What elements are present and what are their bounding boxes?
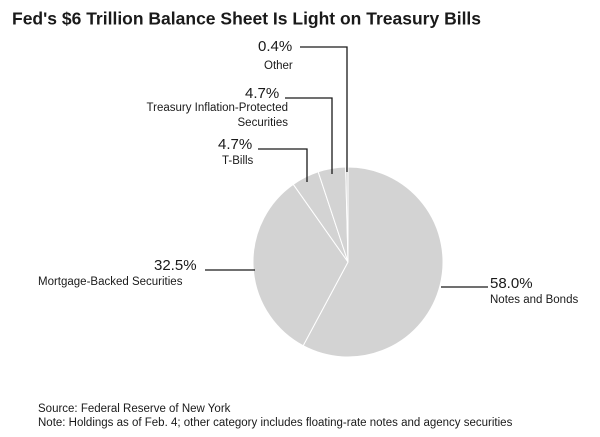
category-label: Notes and Bonds	[490, 294, 578, 306]
pie-slice	[302, 166, 444, 358]
value-label: 32.5%	[154, 257, 197, 274]
value-label: 58.0%	[490, 275, 533, 292]
source: Source: Federal Reserve of New York	[38, 403, 231, 415]
category-label: Other	[264, 60, 293, 72]
category-label: Treasury Inflation-Protected Securities	[146, 102, 288, 129]
category-label: Mortgage-Backed Securities	[38, 276, 183, 288]
value-label: 4.7%	[245, 85, 279, 102]
leader-line	[285, 97, 333, 174]
value-label: 0.4%	[258, 38, 292, 55]
pie	[252, 166, 444, 358]
leader-line	[258, 148, 308, 182]
category-label: T-Bills	[222, 155, 254, 167]
pie-slice	[252, 183, 349, 347]
chart-title: Fed's $6 Trillion Balance Sheet Is Light…	[12, 9, 481, 29]
value-label: 4.7%	[218, 136, 252, 153]
leader-line	[300, 46, 348, 172]
note: Note: Holdings as of Feb. 4; other categ…	[38, 417, 513, 429]
category-label-box: Treasury Inflation-Protected Securities	[146, 102, 288, 129]
